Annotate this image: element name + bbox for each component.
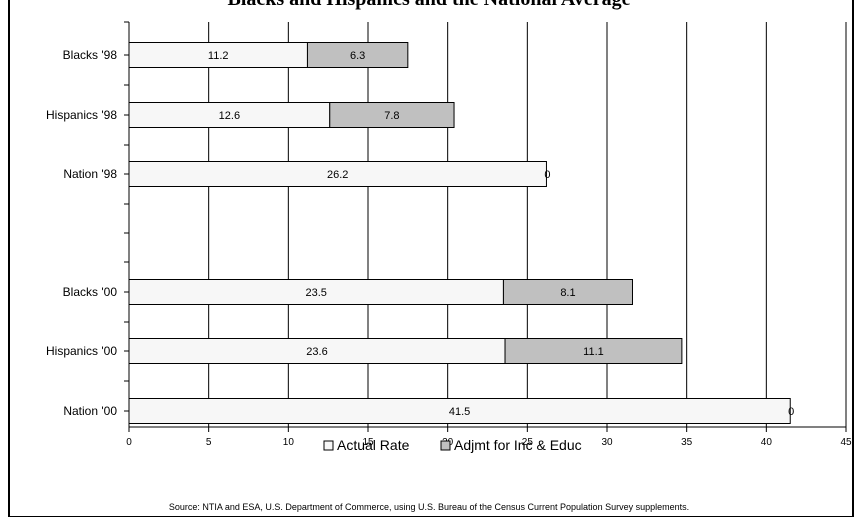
category-label: Nation '98: [63, 167, 117, 181]
data-label: 8.1: [560, 287, 575, 299]
data-label: 41.5: [449, 406, 470, 418]
data-label: 26.2: [327, 169, 348, 181]
x-tick-label: 15: [362, 437, 374, 448]
x-tick-label: 25: [522, 437, 534, 448]
category-label: Nation '00: [63, 404, 117, 418]
data-label: 11.2: [208, 50, 229, 62]
chart-title: Blacks and Hispanics and the National Av…: [0, 0, 858, 11]
data-label: 23.5: [306, 287, 327, 299]
legend-label: Adjmt for Inc & Educ: [454, 437, 582, 453]
bar-adjustment: [504, 338, 683, 364]
chart-frame: [8, 0, 854, 517]
bar-actual: [128, 161, 547, 187]
bar-adjustment: [306, 42, 409, 68]
x-tick-label: 45: [840, 437, 852, 448]
x-tick-label: 10: [283, 437, 295, 448]
source-note: Source: NTIA and ESA, U.S. Department of…: [168, 502, 690, 512]
x-tick-label: 30: [601, 437, 613, 448]
category-label: Hispanics '00: [46, 344, 117, 358]
legend-swatch: [440, 440, 451, 451]
bar-actual: [128, 338, 506, 364]
legend-label: Actual Rate: [337, 437, 410, 453]
x-tick-label: 40: [761, 437, 773, 448]
data-label: 0: [788, 406, 794, 418]
x-tick-label: 0: [126, 437, 132, 448]
data-label: 23.6: [306, 346, 327, 358]
x-tick-label: 5: [206, 437, 212, 448]
bar-actual: [128, 102, 331, 128]
data-label: 7.8: [384, 110, 399, 122]
data-label: 0: [544, 169, 550, 181]
category-label: Blacks '00: [63, 285, 118, 299]
bar-actual: [128, 398, 791, 424]
category-label: Hispanics '98: [46, 108, 117, 122]
bar-adjustment: [502, 279, 633, 305]
data-label: 11.1: [583, 346, 604, 358]
bar-actual: [128, 279, 504, 305]
bar-adjustment: [329, 102, 455, 128]
data-label: 6.3: [350, 50, 365, 62]
category-label: Blacks '98: [63, 48, 118, 62]
x-tick-label: 35: [681, 437, 693, 448]
data-label: 12.6: [219, 110, 240, 122]
legend-swatch: [323, 440, 334, 451]
